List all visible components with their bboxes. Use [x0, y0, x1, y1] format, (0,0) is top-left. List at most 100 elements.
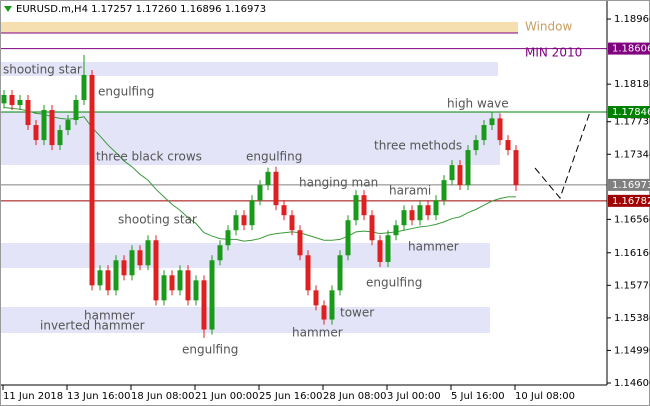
candle-body — [233, 215, 239, 231]
candle-body — [145, 240, 151, 266]
candle-body — [137, 250, 143, 266]
candle-body — [513, 150, 519, 186]
candle-body — [1, 94, 7, 104]
candle-body — [345, 220, 351, 256]
zone — [0, 112, 500, 165]
x-tick-label: 18 Jun 08:00 — [131, 391, 195, 402]
annotation: shooting star — [3, 63, 82, 77]
y-tick-label: 1.17730 — [614, 117, 650, 128]
moving-average — [3, 107, 516, 242]
candle-body — [249, 200, 255, 226]
annotation: hammer — [292, 326, 343, 340]
annotation: shooting star — [118, 213, 197, 227]
annotation: Window — [525, 20, 573, 34]
candle-body — [497, 118, 503, 141]
candle-body — [473, 140, 479, 151]
candle-body — [457, 165, 463, 186]
candle-body — [209, 260, 215, 330]
candle-body — [505, 140, 511, 151]
annotation: inverted hammer — [40, 319, 145, 333]
candle-body — [89, 74, 95, 286]
x-tick-label: 25 Jun 16:00 — [259, 391, 323, 402]
header-icon — [4, 6, 12, 12]
candle-body — [353, 195, 359, 221]
level-box — [608, 178, 650, 191]
candle-body — [81, 74, 87, 101]
y-tick-label: 1.16160 — [614, 248, 650, 259]
annotation: hanging man — [299, 176, 378, 190]
level-box — [608, 106, 650, 119]
annotation: high wave — [447, 97, 509, 111]
annotation: engulfing — [246, 150, 302, 164]
level-label: 1.17846 — [612, 107, 650, 118]
x-tick-label: 5 Jul 16:00 — [451, 391, 505, 402]
x-tick-label: 13 Jun 16:00 — [67, 391, 131, 402]
y-tick-label: 1.15770 — [614, 280, 650, 291]
candle-body — [337, 255, 343, 291]
candle-body — [265, 171, 271, 186]
annotation: engulfing — [98, 85, 154, 99]
level-box — [608, 194, 650, 207]
zone — [0, 243, 490, 268]
annotation: MIN 2010 — [525, 46, 582, 60]
candle-body — [425, 205, 431, 216]
candle-body — [313, 290, 319, 306]
candle-body — [321, 305, 327, 320]
annotation: engulfing — [366, 276, 422, 290]
candle-body — [105, 270, 111, 291]
candle-body — [193, 280, 199, 301]
candle-body — [393, 225, 399, 236]
candle-body — [25, 100, 31, 126]
candle-body — [281, 205, 287, 216]
candle-body — [329, 290, 335, 320]
candle-body — [273, 171, 279, 206]
candle-body — [121, 260, 127, 276]
x-tick-label: 3 Jul 00:00 — [387, 391, 441, 402]
candle-body — [417, 205, 423, 221]
candle-body — [297, 230, 303, 256]
projection — [534, 111, 591, 199]
candle-body — [361, 195, 367, 216]
x-tick-label: 21 Jun 00:00 — [195, 391, 259, 402]
plot — [0, 48, 607, 338]
candle-body — [153, 240, 159, 301]
x-tick-label: 10 Jul 08:00 — [515, 391, 575, 402]
annotation: hammer — [408, 240, 459, 254]
level-label: 1.18606 — [612, 44, 650, 55]
candle-body — [41, 110, 47, 141]
level-box — [608, 42, 650, 55]
candle-body — [409, 210, 415, 221]
level-label: 1.16782 — [612, 196, 650, 207]
y-tick-label: 1.16560 — [614, 214, 650, 225]
annotation: engulfing — [182, 343, 238, 357]
candle-body — [113, 260, 119, 291]
candle-body — [217, 245, 223, 261]
x-tick-label: 11 Jun 2018 — [3, 391, 63, 402]
x-tick-label: 28 Jun 08:00 — [323, 391, 387, 402]
candle-body — [129, 250, 135, 276]
y-tick-label: 1.14600 — [614, 378, 650, 389]
candle-body — [401, 210, 407, 226]
candle-body — [449, 165, 455, 181]
y-tick-label: 1.18180 — [614, 79, 650, 90]
y-tick-label: 1.15380 — [614, 313, 650, 324]
y-tick-label: 1.17340 — [614, 149, 650, 160]
candle-body — [481, 125, 487, 141]
candle-body — [161, 275, 167, 301]
candle-body — [377, 240, 383, 262]
candle-body — [201, 280, 207, 330]
candle-body — [369, 215, 375, 241]
candle-body — [97, 270, 103, 286]
candle-body — [177, 270, 183, 291]
candle-body — [57, 130, 63, 146]
annotation: three black crows — [96, 150, 202, 164]
y-tick-label: 1.18960 — [614, 14, 650, 25]
window-zone — [0, 22, 518, 33]
candle-body — [225, 230, 231, 246]
level-label: 1.16973 — [612, 180, 650, 191]
y-tick-label: 1.14990 — [614, 345, 650, 356]
candle-body — [65, 120, 71, 131]
candle-body — [433, 200, 439, 216]
candle-body — [385, 235, 391, 262]
